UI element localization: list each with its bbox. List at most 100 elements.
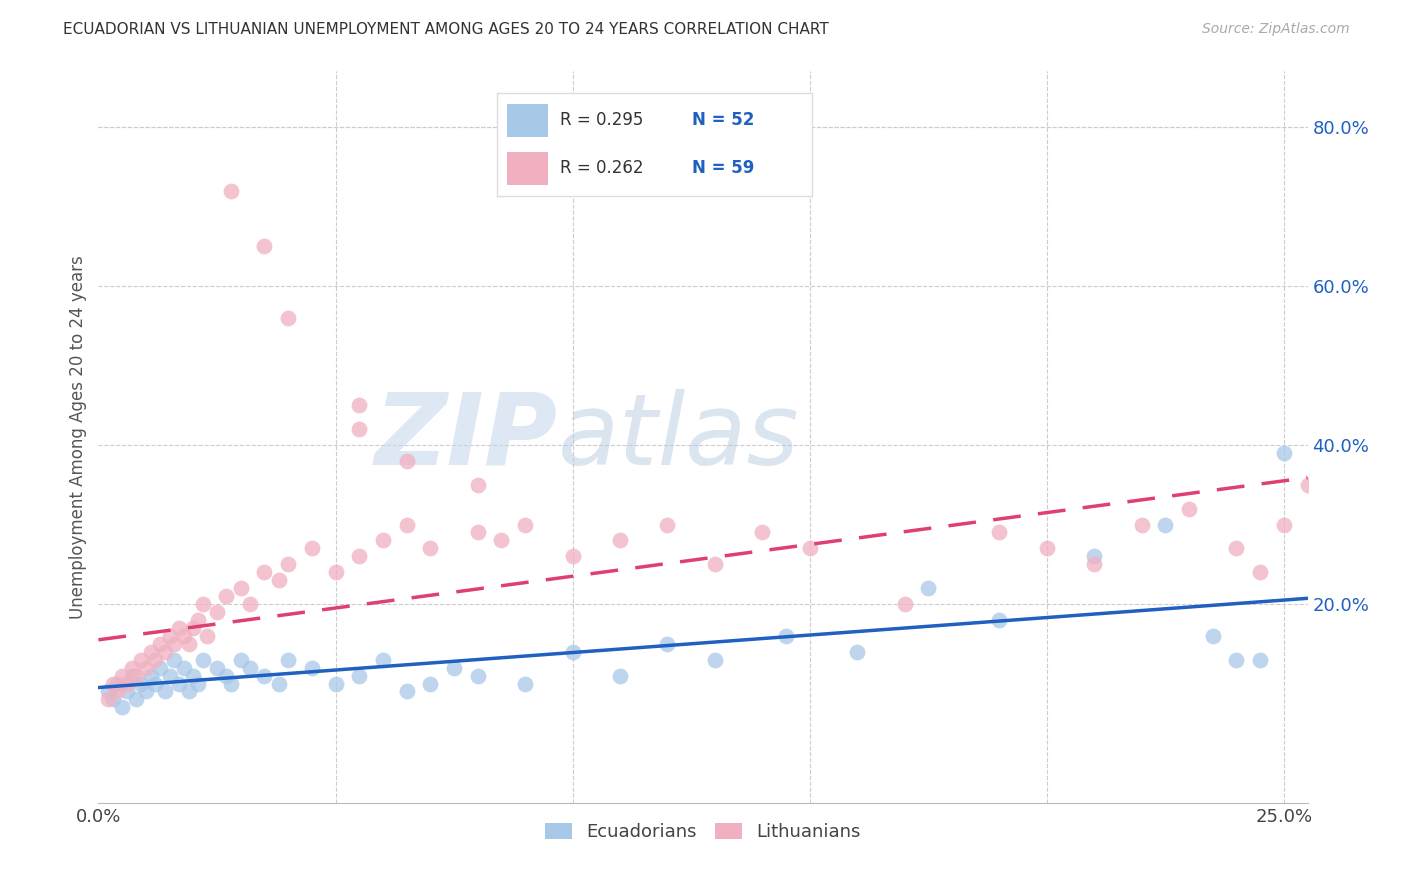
Point [775,629,797,643]
Point [215,668,238,682]
Point [1083,558,1105,572]
Point [139,668,162,682]
Text: ZIP: ZIP [375,389,558,485]
Point [205,605,228,619]
Point [177,684,200,698]
Point [125,692,148,706]
Point [395,684,418,698]
Point [129,676,152,690]
Point [657,517,679,532]
Point [197,629,219,643]
Point [347,668,370,682]
Point [143,653,166,667]
Point [657,637,679,651]
Point [301,541,323,556]
Point [703,558,725,572]
Point [347,549,370,564]
Text: ECUADORIAN VS LITHUANIAN UNEMPLOYMENT AMONG AGES 20 TO 24 YEARS CORRELATION CHAR: ECUADORIAN VS LITHUANIAN UNEMPLOYMENT AM… [63,22,830,37]
Point [253,668,276,682]
Point [1225,653,1247,667]
Point [1344,501,1367,516]
Point [105,684,128,698]
Point [173,660,195,674]
Point [1320,533,1343,548]
Point [1368,438,1391,452]
Text: Source: ZipAtlas.com: Source: ZipAtlas.com [1202,22,1350,37]
Legend: Ecuadorians, Lithuanians: Ecuadorians, Lithuanians [537,816,869,848]
Point [187,613,209,627]
Point [229,581,252,595]
Point [105,676,128,690]
Point [139,645,162,659]
Point [751,525,773,540]
Point [561,645,583,659]
Point [1036,541,1059,556]
Point [173,629,195,643]
Point [97,684,120,698]
Point [988,613,1011,627]
Point [1202,629,1225,643]
Point [167,621,190,635]
Point [395,517,418,532]
Point [325,566,347,580]
Point [253,566,276,580]
Point [1249,566,1271,580]
Point [219,676,242,690]
Point [177,637,200,651]
Point [159,629,181,643]
Point [101,676,124,690]
Point [561,549,583,564]
Point [125,668,148,682]
Point [893,597,915,611]
Point [153,684,176,698]
Point [205,660,228,674]
Text: atlas: atlas [558,389,800,485]
Point [301,660,323,674]
Point [191,597,214,611]
Point [491,533,513,548]
Point [609,668,631,682]
Point [163,653,186,667]
Point [181,621,204,635]
Point [1130,517,1153,532]
Point [371,533,394,548]
Point [167,676,190,690]
Point [239,660,262,674]
Y-axis label: Unemployment Among Ages 20 to 24 years: Unemployment Among Ages 20 to 24 years [69,255,87,619]
Point [267,573,290,587]
Point [149,660,172,674]
Point [1178,501,1201,516]
Point [325,676,347,690]
Point [347,398,370,412]
Point [129,653,152,667]
Point [121,660,143,674]
Point [267,676,290,690]
Point [917,581,939,595]
Point [149,637,172,651]
Point [1272,446,1295,460]
Point [215,589,238,603]
Point [111,668,134,682]
Point [277,558,299,572]
Point [1225,541,1247,556]
Point [1154,517,1177,532]
Point [515,517,537,532]
Point [515,676,537,690]
Point [181,668,204,682]
Point [229,653,252,667]
Point [467,525,489,540]
Point [277,653,299,667]
Point [703,653,725,667]
Point [419,541,441,556]
Point [371,653,394,667]
Point [115,684,138,698]
Point [253,239,276,253]
Point [1083,549,1105,564]
Point [419,676,441,690]
Point [101,692,124,706]
Point [97,692,120,706]
Point [159,668,181,682]
Point [443,660,465,674]
Point [467,668,489,682]
Point [1272,517,1295,532]
